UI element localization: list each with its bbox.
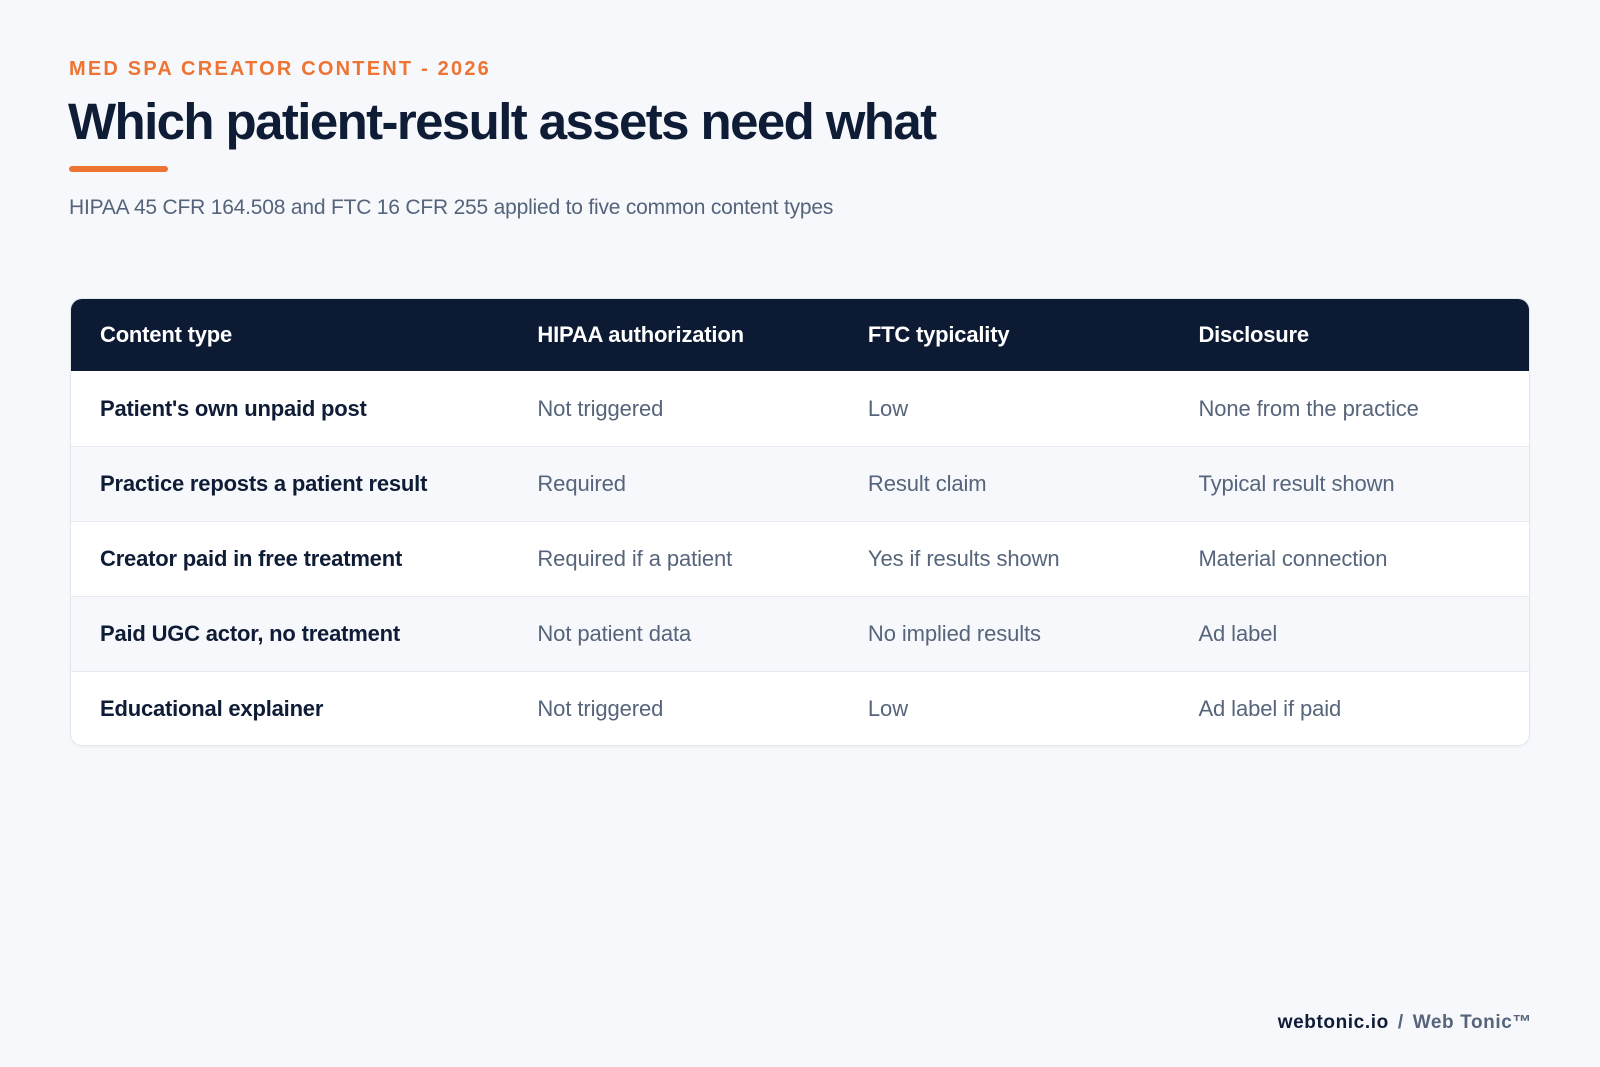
footer-credit: webtonic.io / Web Tonic™ [1278, 1012, 1532, 1034]
table-row: Educational explainer Not triggered Low … [71, 671, 1529, 745]
cell-disclosure: Ad label if paid [1198, 696, 1342, 721]
footer-separator: / [1397, 1012, 1404, 1033]
table-row: Creator paid in free treatment Required … [71, 521, 1529, 596]
cell-content-type: Educational explainer [100, 696, 324, 721]
cell-ftc: Low [867, 395, 908, 421]
table-row: Patient's own unpaid post Not triggered … [71, 371, 1529, 446]
cell-hipaa: Not triggered [537, 395, 664, 421]
column-header-content-type: Content type [100, 322, 233, 347]
footer-site: webtonic.io [1277, 1012, 1389, 1033]
table-row: Practice reposts a patient result Requir… [71, 446, 1529, 521]
column-header-disclosure: Disclosure [1198, 322, 1309, 347]
cell-disclosure: Material connection [1198, 546, 1388, 571]
table-header-row: Content type HIPAA authorization FTC typ… [71, 299, 1529, 371]
cell-ftc: Low [867, 696, 908, 721]
cell-ftc: Result claim [867, 471, 987, 496]
cell-disclosure: Typical result shown [1198, 471, 1395, 496]
cell-ftc: No implied results [867, 621, 1041, 646]
title-accent-rule [69, 166, 168, 172]
cell-hipaa: Not patient data [537, 621, 692, 646]
comparison-table: Content type HIPAA authorization FTC typ… [70, 298, 1530, 746]
page-subtitle: HIPAA 45 CFR 164.508 and FTC 16 CFR 255 … [69, 196, 834, 219]
cell-disclosure: None from the practice [1198, 395, 1419, 421]
column-header-hipaa: HIPAA authorization [537, 322, 744, 347]
footer-brand: Web Tonic™ [1412, 1012, 1532, 1033]
page-title: Which patient-result assets need what [68, 93, 937, 150]
cell-hipaa: Required if a patient [537, 546, 733, 571]
cell-disclosure: Ad label [1198, 621, 1278, 646]
cell-content-type: Patient's own unpaid post [100, 395, 367, 421]
table-row: Paid UGC actor, no treatment Not patient… [71, 596, 1529, 671]
cell-ftc: Yes if results shown [867, 546, 1060, 571]
cell-hipaa: Not triggered [537, 696, 664, 721]
cell-hipaa: Required [537, 471, 626, 496]
cell-content-type: Paid UGC actor, no treatment [100, 621, 401, 646]
cell-content-type: Practice reposts a patient result [100, 471, 428, 496]
cell-content-type: Creator paid in free treatment [100, 546, 403, 571]
eyebrow-label: MED SPA CREATOR CONTENT - 2026 [69, 58, 491, 80]
column-header-ftc: FTC typicality [867, 322, 1010, 347]
